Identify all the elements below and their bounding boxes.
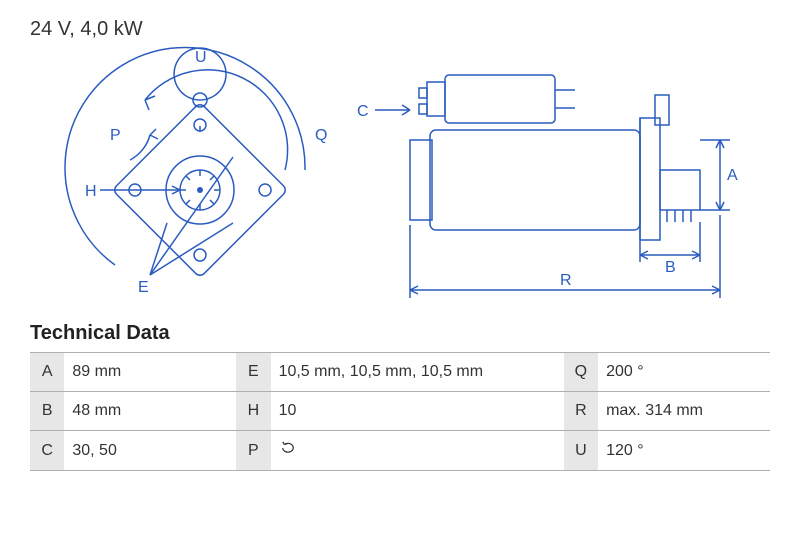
svg-text:Q: Q (315, 127, 327, 144)
spec-header: 24 V, 4,0 kW (30, 18, 143, 41)
cell-value: 30, 50 (64, 431, 236, 471)
svg-text:R: R (560, 272, 572, 289)
technical-diagram: U Q P H E C (30, 40, 770, 310)
cell-label: A (30, 353, 64, 392)
cell-value: 89 mm (64, 353, 236, 392)
svg-text:A: A (727, 167, 738, 184)
cell-value: 200 ° (598, 353, 770, 392)
svg-text:E: E (138, 279, 149, 296)
cell-value: max. 314 mm (598, 392, 770, 431)
front-view: U Q P H E (65, 48, 327, 296)
cell-value: 120 ° (598, 431, 770, 471)
svg-text:U: U (195, 49, 207, 66)
svg-text:P: P (110, 127, 121, 144)
svg-text:H: H (85, 183, 97, 200)
cell-label: U (564, 431, 598, 471)
cell-value-rotation (271, 431, 564, 471)
side-view: C (357, 75, 738, 298)
svg-text:C: C (357, 103, 369, 120)
svg-text:B: B (665, 259, 676, 276)
table-row: C 30, 50 P U 120 ° (30, 431, 770, 471)
rotation-icon (279, 441, 297, 455)
tech-data-table: A 89 mm E 10,5 mm, 10,5 mm, 10,5 mm Q 20… (30, 352, 770, 471)
cell-label: R (564, 392, 598, 431)
cell-value: 10 (271, 392, 564, 431)
cell-value: 10,5 mm, 10,5 mm, 10,5 mm (271, 353, 564, 392)
cell-label: H (236, 392, 270, 431)
cell-label: Q (564, 353, 598, 392)
cell-label: C (30, 431, 64, 471)
cell-label: B (30, 392, 64, 431)
cell-label: E (236, 353, 270, 392)
cell-label: P (236, 431, 270, 471)
tech-data-title: Technical Data (30, 322, 170, 345)
table-row: B 48 mm H 10 R max. 314 mm (30, 392, 770, 431)
cell-value: 48 mm (64, 392, 236, 431)
table-row: A 89 mm E 10,5 mm, 10,5 mm, 10,5 mm Q 20… (30, 353, 770, 392)
